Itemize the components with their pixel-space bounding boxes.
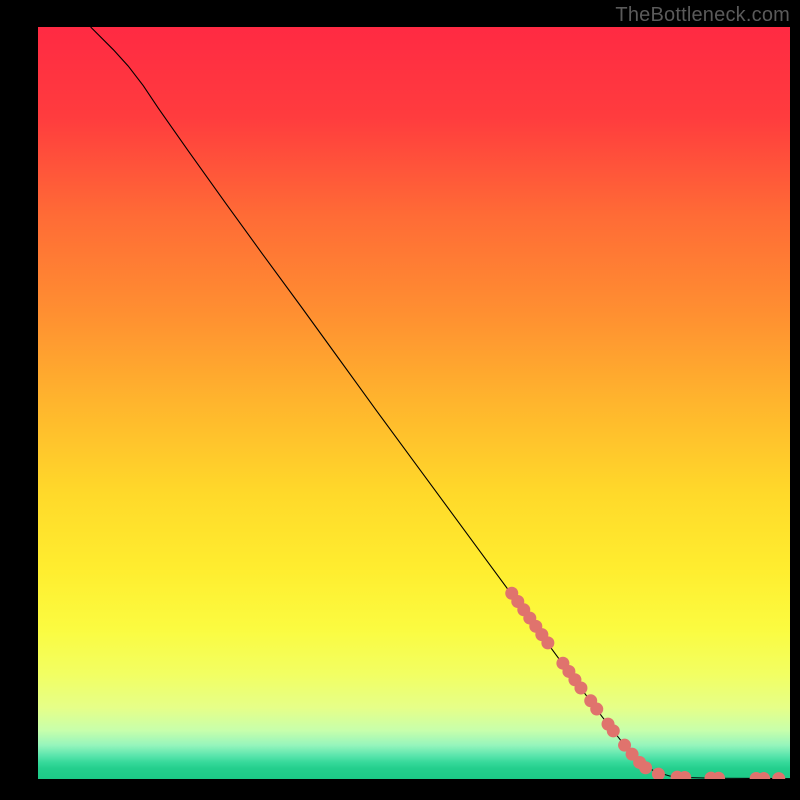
data-marker xyxy=(590,703,603,716)
data-marker xyxy=(639,761,652,774)
curve-layer xyxy=(38,27,790,779)
marker-group xyxy=(505,587,785,779)
data-marker xyxy=(607,724,620,737)
watermark-text: TheBottleneck.com xyxy=(615,4,790,27)
data-marker xyxy=(574,682,587,695)
bottleneck-curve xyxy=(91,27,790,779)
data-marker xyxy=(541,636,554,649)
data-marker xyxy=(652,768,665,779)
data-marker xyxy=(772,772,785,779)
plot-area xyxy=(38,27,790,779)
